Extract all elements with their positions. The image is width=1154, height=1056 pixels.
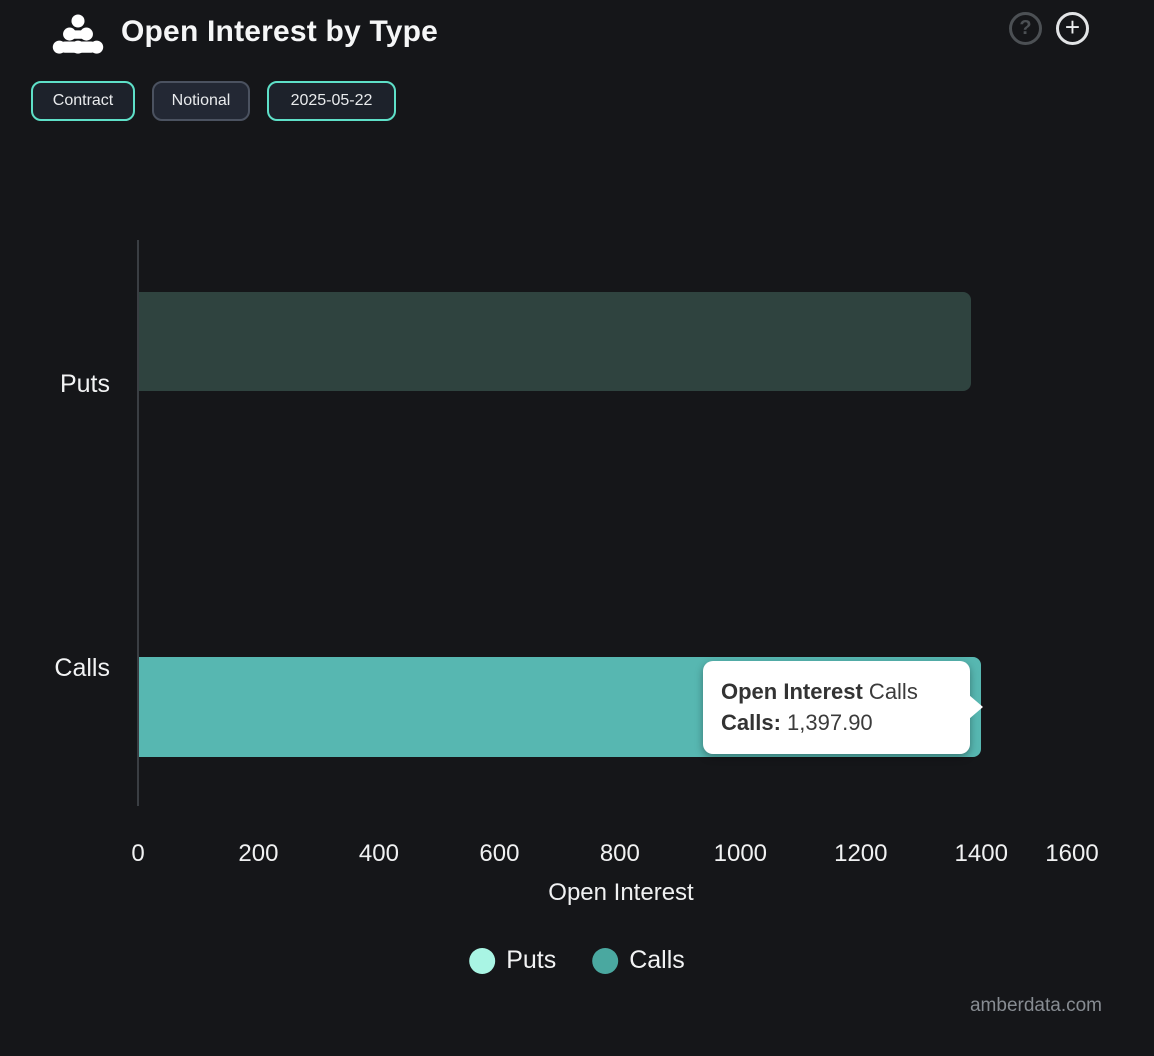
notional-toggle-button[interactable]: Notional [152,81,250,121]
x-tick-label: 1200 [834,840,888,867]
legend-swatch-calls [592,947,619,974]
tooltip-value: Calls: 1,397.90 [721,710,873,735]
amberdata-watermark: amberdata.com [969,995,1102,1016]
y-axis-label-puts: Puts [59,370,110,398]
legend-item-puts[interactable]: Puts [469,946,556,975]
bar-puts[interactable] [139,292,971,391]
question-mark-icon: ? [1019,17,1032,39]
y-axis-label-calls: Calls [54,654,110,682]
contract-toggle-button[interactable]: Contract [31,81,135,121]
x-tick-label: 400 [358,840,399,867]
x-tick-label: 600 [479,840,520,867]
chart-legend: Puts Calls [469,946,685,975]
x-tick-label: 0 [131,840,145,867]
chart-tooltip: Open Interest Calls Calls: 1,397.90 [703,661,983,754]
x-tick-label: 800 [599,840,640,867]
x-axis-title: Open Interest [548,879,694,906]
date-selector-button[interactable]: 2025-05-22 [267,81,396,121]
help-button[interactable]: ? [1009,12,1042,45]
x-tick-label: 1600 [1045,840,1099,867]
add-button[interactable]: + [1056,12,1089,45]
x-tick-label: 1000 [713,840,768,867]
page-title: Open Interest by Type [121,15,439,48]
plus-icon: + [1064,11,1081,42]
amberdata-logo-icon [52,14,104,54]
tooltip-title: Open Interest Calls [721,679,918,704]
legend-label-puts: Puts [506,946,557,974]
legend-item-calls[interactable]: Calls [592,946,685,975]
x-tick-label: 200 [238,840,279,867]
y-axis-line [137,240,139,806]
legend-swatch-puts [469,947,496,974]
legend-label-calls: Calls [629,946,685,974]
x-tick-label: 1400 [954,840,1008,867]
